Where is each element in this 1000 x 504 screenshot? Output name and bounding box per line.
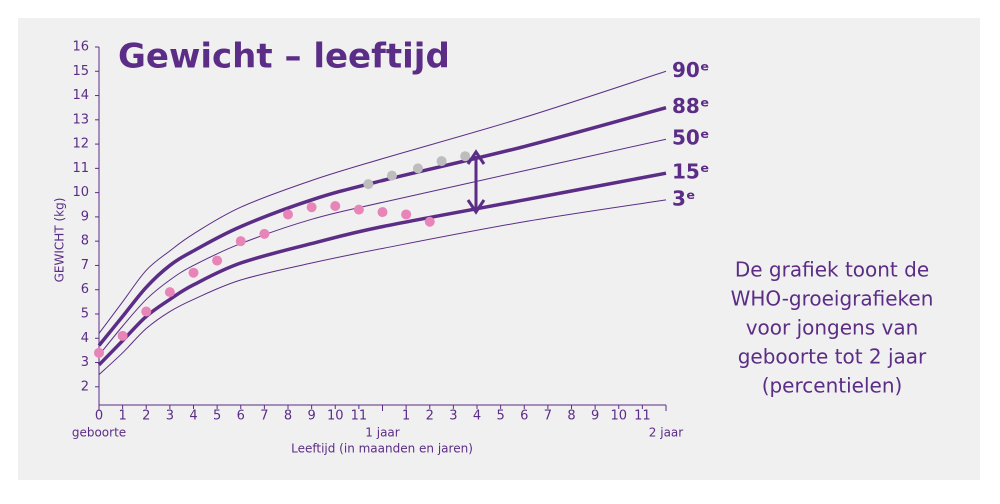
x-tick-label: 6 (520, 409, 528, 424)
x-tick-label: 1 (402, 409, 410, 424)
x-tick-label: 4 (473, 409, 481, 424)
x-tick-label: 2 (142, 409, 150, 424)
x-tick-label: 5 (213, 409, 221, 424)
x-tick-label: 11 (634, 409, 651, 424)
x-tick-label: 10 (327, 409, 344, 424)
x-tick-label: 9 (307, 409, 315, 424)
x-tick-label: 1 (118, 409, 126, 424)
percentile-line (97, 171, 667, 367)
y-tick-label: 9 (81, 209, 89, 224)
x-tick-label: 8 (284, 409, 292, 424)
data-point (164, 287, 175, 298)
x-tick-label: 9 (591, 409, 599, 424)
data-point (330, 200, 341, 211)
note-line: (percentielen) (762, 374, 903, 398)
x-tick-label: 0 (95, 409, 103, 424)
note: De grafiek toont de WHO-groeigrafieken voo… (731, 258, 934, 398)
data-point (353, 204, 364, 215)
data-point (412, 163, 423, 174)
x-axis-label: Leeftijd (in maanden en jaren) (291, 442, 473, 456)
y-tick-label: 12 (72, 137, 89, 152)
x-tick-label-secondary: 2 jaar (649, 426, 683, 440)
note-line: voor jongens van (746, 316, 919, 340)
y-tick-label: 5 (81, 306, 89, 321)
note-line: De grafiek toont de (735, 258, 929, 282)
legend-label: 15ᵉ (672, 160, 709, 184)
data-point (424, 216, 435, 227)
x-tick-label: 5 (496, 409, 504, 424)
y-tick-label: 8 (81, 234, 89, 249)
percentile-line (97, 105, 667, 347)
data-point (460, 151, 471, 162)
data-point (188, 267, 199, 278)
x-tick-label: 3 (449, 409, 457, 424)
y-tick-label: 3 (81, 355, 89, 370)
data-point (386, 170, 397, 181)
percentile-line (98, 199, 667, 376)
data-point (141, 306, 152, 317)
x-tick-label: 2 (426, 409, 434, 424)
data-point (283, 209, 293, 220)
y-tick-label: 6 (81, 282, 89, 297)
y-tick-label: 13 (72, 112, 89, 127)
legend-label: 3ᵉ (672, 186, 696, 210)
data-point (401, 209, 412, 220)
data-point (377, 207, 388, 218)
x-tick-label: 8 (567, 409, 575, 424)
data-point (306, 202, 317, 213)
data-point (436, 156, 447, 167)
data-point (259, 228, 270, 239)
x-tick-label: 7 (544, 409, 552, 424)
x-tick-label-secondary: geboorte (72, 426, 126, 440)
percentile-line (98, 70, 667, 334)
x-tick-label: 11 (351, 409, 368, 424)
data-point (363, 179, 374, 190)
x-tick-label: 10 (610, 409, 627, 424)
x-tick-label-secondary: 1 jaar (365, 426, 399, 440)
note-line: geboorte tot 2 jaar (738, 345, 927, 369)
data-point (117, 330, 128, 341)
y-tick-label: 15 (72, 64, 89, 79)
y-axis-label: GEWICHT (kg) (53, 198, 67, 283)
note-line: WHO-groeigrafieken (731, 287, 934, 311)
y-tick-label: 4 (81, 331, 89, 346)
panel (18, 18, 980, 480)
chart-title: Gewicht – leeftijd (118, 37, 450, 77)
legend-label: 50ᵉ (672, 126, 709, 150)
x-tick-label: 6 (237, 409, 245, 424)
y-tick-label: 16 (72, 40, 89, 55)
data-point (94, 347, 104, 358)
y-tick-label: 14 (72, 88, 89, 103)
y-tick-label: 10 (72, 185, 89, 200)
x-tick-label: 4 (189, 409, 197, 424)
legend-label: 88ᵉ (672, 94, 709, 118)
y-tick-label: 7 (81, 258, 89, 273)
data-point (235, 236, 246, 247)
y-tick-label: 11 (72, 161, 89, 176)
legend-label: 90ᵉ (672, 58, 709, 82)
y-tick-label: 2 (81, 379, 89, 394)
x-tick-label: 7 (260, 409, 268, 424)
x-tick-label: 3 (166, 409, 174, 424)
data-point (212, 255, 223, 266)
